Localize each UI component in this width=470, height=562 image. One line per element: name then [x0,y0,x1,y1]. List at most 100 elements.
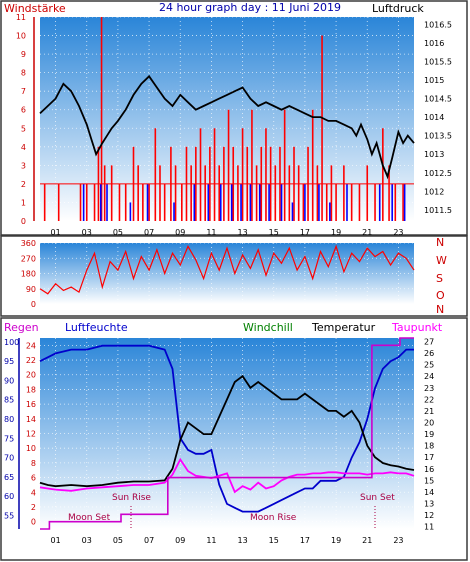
hour-tick-label: 03 [82,228,92,237]
hour-tick-label: 05 [113,536,123,545]
compass-label: N [436,303,444,316]
temperature-tick-label: 22 [424,395,434,404]
graph-title: 24 hour graph day : 11 Juni 2019 [159,1,341,14]
hour-tick-label: 01 [50,536,60,545]
temperature-tick-label: 25 [424,361,434,370]
rain-tick-label: 0 [31,518,36,527]
humidity-series-line [39,344,414,513]
pressure-tick-label: 1015.5 [424,58,452,67]
temperature-tick-label: 27 [424,337,434,346]
hour-tick-label: 11 [206,536,216,545]
rain-tick-label: 22 [26,356,36,365]
pressure-series-line [39,74,415,180]
hour-tick-label: 17 [300,228,310,237]
wind-tick-label: 0 [21,217,26,226]
humidity-tick-label: 70 [4,454,14,463]
hour-tick-label: 13 [237,228,247,237]
hour-tick-label: 19 [331,536,341,545]
hour-tick-label: 03 [82,536,92,545]
temperature-tick-label: 16 [424,465,434,474]
wind-tick-label: 2 [21,180,26,189]
humidity-plot-area [40,338,414,529]
wind-plot-area [40,17,414,221]
top-section-frame [0,0,468,236]
direction-tick-label: 180 [21,270,36,279]
humidity-tick-label: 55 [4,511,14,520]
rain-tick-label: 14 [26,415,36,424]
regen-label: Regen [4,321,39,334]
wind-direction-line [39,244,415,295]
temperature-tick-label: 14 [424,488,434,497]
temperature-tick-label: 15 [424,476,434,485]
bottom-section-frame [0,317,468,561]
pressure-tick-label: 1011.5 [424,206,452,215]
wind-tick-label: 4 [21,143,26,152]
taupunkt-label: Taupunkt [391,321,443,334]
wind-tick-label: 1 [21,198,26,207]
wind-tick-label: 7 [21,87,26,96]
direction-tick-label: 90 [26,285,36,294]
rain-tick-label: 16 [26,400,36,409]
temperature-tick-label: 18 [424,442,434,451]
pressure-tick-label: 1013.5 [424,132,452,141]
pressure-tick-label: 1013 [424,150,444,159]
hour-tick-label: 07 [144,536,154,545]
compass-label: N [436,236,444,249]
hour-tick-label: 23 [393,228,403,237]
hour-tick-label: 01 [50,228,60,237]
rain-tick-label: 4 [31,488,36,497]
pressure-tick-label: 1014 [424,113,444,122]
hour-tick-label: 09 [175,228,185,237]
hour-tick-label: 19 [331,228,341,237]
rain-tick-label: 20 [26,371,36,380]
wind-tick-label: 8 [21,69,26,78]
pressure-tick-label: 1016.5 [424,20,452,29]
hour-tick-label: 09 [175,536,185,545]
compass-label: O [436,289,445,302]
temperature-tick-label: 19 [424,430,434,439]
sun-set-label: Sun Set [360,493,395,503]
direction-tick-label: 0 [31,300,36,309]
humidity-tick-label: 100 [4,338,19,347]
temperature-tick-label: 26 [424,349,434,358]
rain-tick-label: 12 [26,430,36,439]
humidity-tick-label: 75 [4,434,14,443]
data-marks [39,17,415,530]
middle-section-frame [0,235,468,317]
pressure-tick-label: 1012 [424,187,444,196]
rain-tick-label: 24 [26,341,36,350]
grid-lines [18,16,414,529]
humidity-tick-label: 60 [4,492,14,501]
rain-tick-label: 10 [26,444,36,453]
moon-set-label: Moon Set [68,513,111,523]
humidity-tick-label: 65 [4,473,14,482]
wind-tick-label: 10 [16,32,26,41]
pressure-tick-label: 1012.5 [424,169,452,178]
direction-tick-label: 270 [21,254,36,263]
pressure-tick-label: 1014.5 [424,95,452,104]
humidity-tick-label: 90 [4,376,14,385]
hour-tick-label: 17 [300,536,310,545]
temperature-tick-label: 23 [424,384,434,393]
sun-rise-label: Sun Rise [112,493,151,503]
pressure-tick-label: 1016 [424,39,444,48]
pressure-tick-label: 1015 [424,76,444,85]
hour-tick-label: 23 [393,536,403,545]
hour-tick-label: 05 [113,228,123,237]
hour-tick-label: 15 [269,228,279,237]
humidity-tick-label: 85 [4,396,14,405]
temperature-tick-label: 24 [424,372,434,381]
temperature-tick-label: 13 [424,500,434,509]
temperatur-label: Temperatur [311,321,376,334]
direction-tick-label: 360 [21,239,36,248]
windstaerke-label: Windstärke [4,2,66,15]
hour-tick-label: 07 [144,228,154,237]
compass-label: W [436,254,447,267]
wind-tick-label: 3 [21,161,26,170]
temperature-tick-label: 20 [424,419,434,428]
humidity-tick-label: 80 [4,415,14,424]
temperature-series-line [39,374,415,488]
hour-tick-label: 21 [362,536,372,545]
